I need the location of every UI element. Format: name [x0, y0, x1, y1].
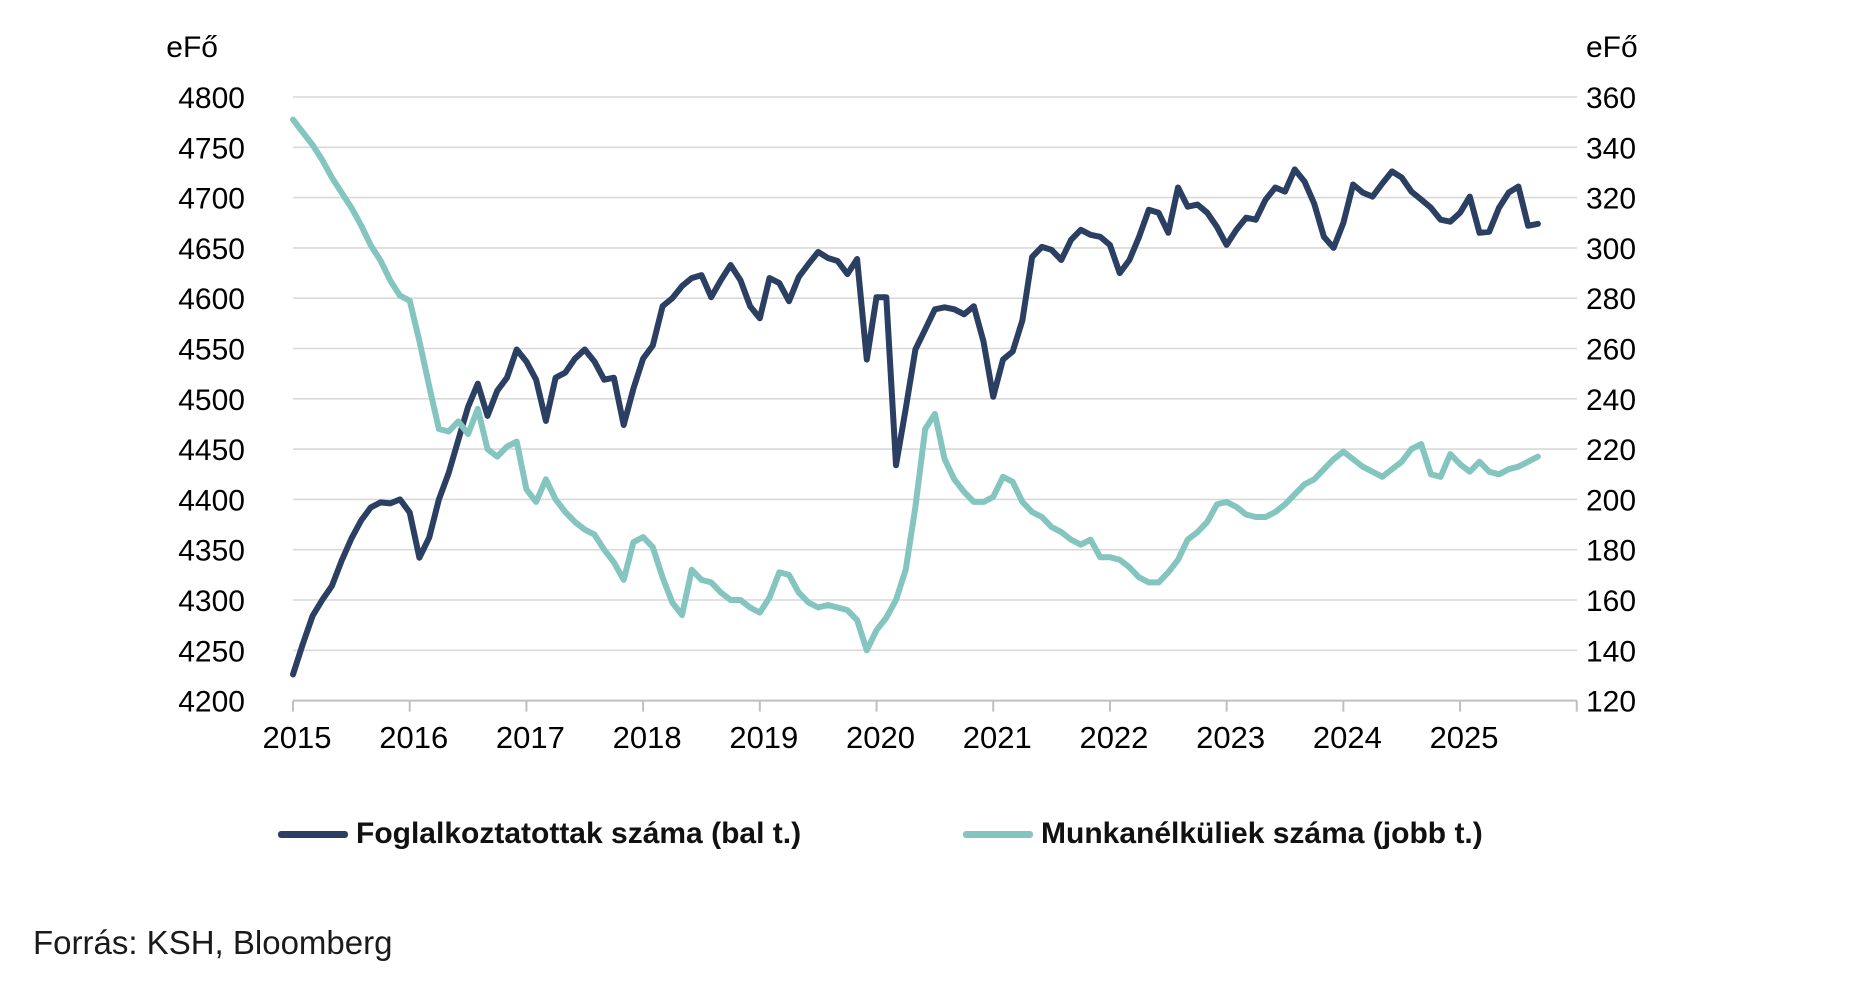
- right-axis-tick-label: 320: [1586, 183, 1636, 216]
- legend-item-employed: Foglalkoztatottak száma (bal t.): [278, 808, 801, 860]
- right-axis-tick-label: 160: [1586, 585, 1636, 618]
- left-axis-tick-label: 4350: [178, 535, 245, 568]
- right-axis-tick-label: 340: [1586, 132, 1636, 165]
- left-axis-tick-label: 4500: [178, 384, 245, 417]
- left-axis-tick-label: 4800: [178, 82, 245, 115]
- right-axis-unit-label: eFő: [1586, 31, 1638, 64]
- x-axis-year-label: 2018: [613, 720, 682, 755]
- right-axis-tick-label: 140: [1586, 635, 1636, 668]
- right-axis-tick-label: 260: [1586, 334, 1636, 367]
- left-axis-tick-label: 4600: [178, 283, 245, 316]
- employed-series-swatch: [278, 830, 348, 838]
- left-axis-tick-label: 4200: [178, 686, 245, 719]
- x-axis-year-label: 2023: [1196, 720, 1265, 755]
- right-axis-tick-label: 180: [1586, 535, 1636, 568]
- unemployed-series-label: Munkanélküliek száma (jobb t.): [1041, 817, 1483, 850]
- employed-series-label: Foglalkoztatottak száma (bal t.): [356, 817, 802, 850]
- left-axis-tick-label: 4550: [178, 334, 245, 367]
- left-axis-tick-label: 4700: [178, 183, 245, 216]
- chart-legend: Foglalkoztatottak száma (bal t.) Munkané…: [0, 808, 1850, 860]
- right-axis-tick-label: 280: [1586, 283, 1636, 316]
- left-axis-tick-label: 4650: [178, 233, 245, 266]
- right-axis-tick-label: 300: [1586, 233, 1636, 266]
- employed-series-line: [290, 166, 1541, 678]
- x-axis-year-label: 2016: [379, 720, 448, 755]
- unemployed-series-line: [290, 116, 1541, 654]
- source-note: Forrás: KSH, Bloomberg: [33, 924, 393, 961]
- left-axis-tick-label: 4750: [178, 132, 245, 165]
- left-axis-tick-label: 4450: [178, 434, 245, 467]
- x-axis-year-label: 2017: [496, 720, 565, 755]
- left-axis-tick-label: 4400: [178, 484, 245, 517]
- right-axis-tick-label: 120: [1586, 686, 1636, 719]
- left-axis-tick-label: 4300: [178, 585, 245, 618]
- x-axis-year-label: 2025: [1430, 720, 1499, 755]
- x-axis-year-label: 2024: [1313, 720, 1382, 755]
- left-axis-unit-label: eFő: [166, 31, 218, 64]
- employment-unemployment-chart: 4800 360 4750 340 4700 320 4650 300 4600 280 4550 2…: [166, 31, 1638, 755]
- legend-item-unemployed: Munkanélküliek száma (jobb t.): [963, 808, 1483, 860]
- x-axis-year-label: 2021: [963, 720, 1032, 755]
- x-axis-year-label: 2022: [1079, 720, 1148, 755]
- right-axis-tick-label: 240: [1586, 384, 1636, 417]
- right-axis-tick-label: 220: [1586, 434, 1636, 467]
- x-axis-year-label: 2020: [846, 720, 915, 755]
- left-axis-tick-label: 4250: [178, 635, 245, 668]
- x-axis-year-label: 2015: [263, 720, 332, 755]
- unemployed-series-swatch: [963, 830, 1033, 838]
- right-axis-tick-label: 200: [1586, 484, 1636, 517]
- right-axis-tick-label: 360: [1586, 82, 1636, 115]
- x-axis-year-label: 2019: [729, 720, 798, 755]
